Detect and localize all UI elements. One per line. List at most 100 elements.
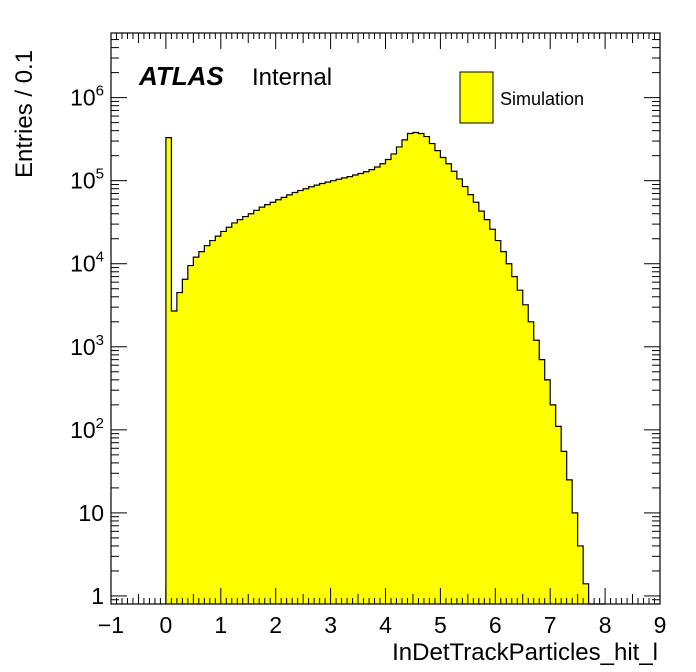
x-tick-label: 9 xyxy=(654,612,667,638)
histogram-bar xyxy=(347,176,353,604)
histogram-bar xyxy=(253,210,260,604)
histogram-bar xyxy=(341,177,348,605)
y-tick-label: 1 xyxy=(91,583,104,609)
histogram-bar xyxy=(193,257,200,604)
histogram-bar xyxy=(511,276,518,604)
histogram-bar xyxy=(445,163,452,604)
histogram-bar xyxy=(462,186,469,604)
histogram-bar xyxy=(204,245,211,604)
histogram-bar xyxy=(396,146,403,604)
histogram-bar xyxy=(533,340,540,604)
histogram-bar xyxy=(434,150,441,605)
histogram-bar xyxy=(281,197,288,604)
x-axis-label: InDetTrackParticles_hit_l xyxy=(392,639,658,666)
histogram-bar xyxy=(495,240,502,605)
histogram-bar xyxy=(544,379,551,604)
histogram-bar xyxy=(566,479,573,604)
y-tick-label: 103 xyxy=(70,332,104,360)
histogram-bar xyxy=(500,251,507,604)
histogram-bar xyxy=(314,185,321,604)
histogram-bar xyxy=(264,204,271,604)
x-tick-label: 6 xyxy=(489,612,502,638)
histogram-bar xyxy=(484,219,491,605)
histogram-bar xyxy=(352,175,359,604)
histogram-bar xyxy=(325,182,331,604)
y-tick-labels: 1 10 102 103 104 105 106 xyxy=(70,83,104,609)
histogram-bar xyxy=(528,321,535,604)
histogram-bar xyxy=(467,194,474,604)
y-tick-label: 105 xyxy=(70,166,104,194)
histogram-bar xyxy=(489,229,496,604)
histogram-bars xyxy=(165,132,590,605)
histogram-bar xyxy=(539,359,546,604)
x-tick-label: 3 xyxy=(324,612,337,638)
histogram-bar xyxy=(220,231,227,604)
histogram-bar xyxy=(451,171,458,604)
histogram-bar xyxy=(407,133,414,604)
histogram-bar xyxy=(242,216,249,604)
histogram-bar xyxy=(363,171,370,605)
histogram-bar xyxy=(259,207,266,604)
histogram-bar xyxy=(330,180,337,604)
histogram-bar xyxy=(380,163,386,604)
histogram-bar xyxy=(336,179,342,604)
histogram-bar xyxy=(456,178,463,605)
histogram-bar xyxy=(358,173,364,605)
y-tick-label: 104 xyxy=(70,249,104,277)
y-tick-label: 102 xyxy=(70,415,104,443)
histogram-bar xyxy=(297,190,304,604)
x-tick-label: 0 xyxy=(160,612,173,638)
histogram-bar xyxy=(303,188,310,605)
histogram-bar xyxy=(369,169,375,604)
histogram-bar xyxy=(401,139,408,604)
histogram-bar xyxy=(198,251,205,604)
histogram-bar xyxy=(418,133,425,604)
histogram-bar xyxy=(319,183,326,604)
histogram-bar xyxy=(506,263,513,604)
y-tick-label: 106 xyxy=(70,83,104,111)
histogram-outline xyxy=(165,131,606,605)
histogram-bar xyxy=(440,157,447,604)
histogram-bar xyxy=(286,194,293,604)
histogram-bar xyxy=(374,167,381,604)
histogram-bar xyxy=(561,451,568,604)
atlas-label: ATLAS Internal xyxy=(138,61,332,91)
legend-label: Simulation xyxy=(500,89,584,109)
histogram-bar xyxy=(473,202,480,604)
x-tick-labels: −1 0 1 2 3 4 5 6 7 8 9 xyxy=(98,612,667,638)
axis-ticks xyxy=(110,32,661,605)
x-tick-label: 4 xyxy=(379,612,392,638)
histogram-bar xyxy=(209,240,216,605)
histogram-bar xyxy=(429,143,436,604)
histogram-bar xyxy=(215,236,222,605)
atlas-label-bold: ATLAS xyxy=(138,61,224,91)
histogram-bar xyxy=(275,199,282,604)
legend: Simulation xyxy=(459,71,584,124)
histogram-bar xyxy=(555,426,562,604)
histogram-bar xyxy=(187,265,194,604)
histogram-bar xyxy=(385,159,392,604)
histogram-bar xyxy=(572,512,579,604)
histogram-bar xyxy=(390,153,397,604)
histogram-bar xyxy=(171,310,178,604)
histogram-bar xyxy=(237,219,244,605)
x-tick-label: −1 xyxy=(98,612,124,638)
histogram-bar xyxy=(522,304,529,604)
histogram-bar xyxy=(231,222,238,604)
histogram-bar xyxy=(308,186,315,604)
atlas-label-internal: Internal xyxy=(252,64,332,91)
histogram-bar xyxy=(577,545,584,604)
x-tick-label: 5 xyxy=(434,612,447,638)
histogram-bar xyxy=(517,290,524,604)
histogram-bar xyxy=(270,202,277,604)
x-tick-label: 2 xyxy=(269,612,282,638)
y-axis-label: Entries / 0.1 xyxy=(11,50,38,178)
histogram-bar xyxy=(182,279,189,604)
x-tick-label: 1 xyxy=(214,612,227,638)
y-tick-label: 10 xyxy=(78,500,104,526)
histogram-bar xyxy=(176,292,183,604)
histogram-bar xyxy=(583,583,590,604)
legend-swatch xyxy=(459,71,494,124)
histogram-bar xyxy=(226,227,233,604)
